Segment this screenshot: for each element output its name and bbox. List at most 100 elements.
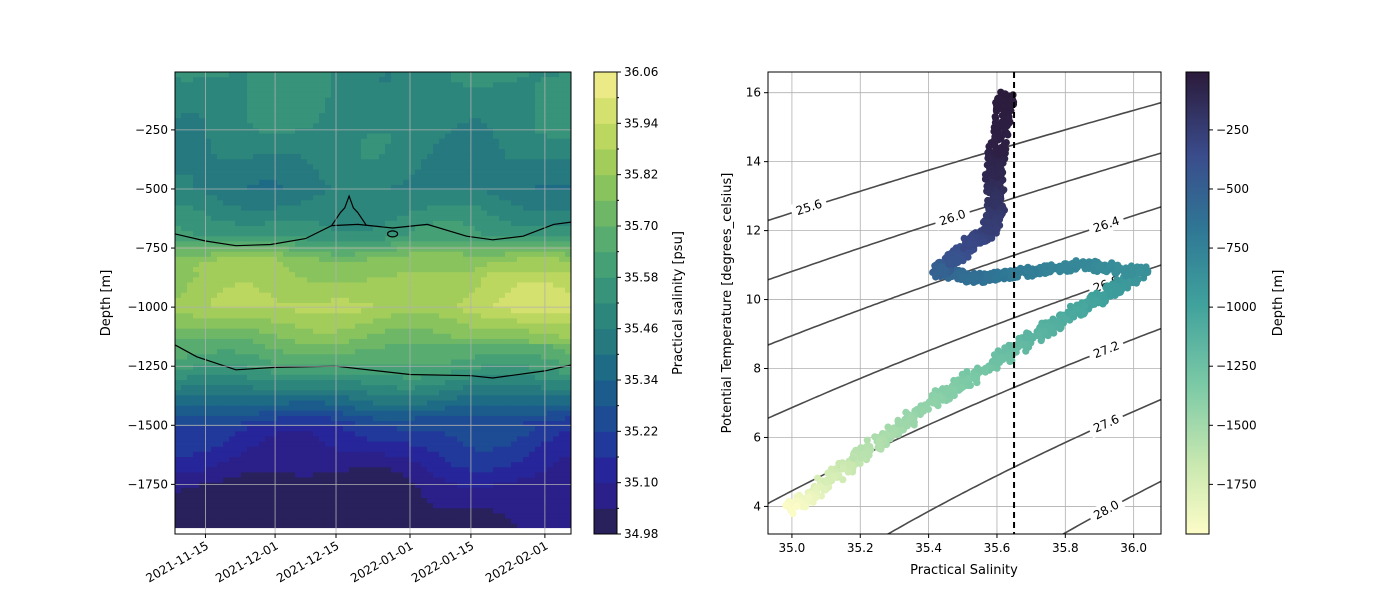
salinity-cell — [553, 297, 560, 304]
salinity-cell — [235, 446, 242, 453]
salinity-cell — [553, 174, 560, 181]
salinity-cell — [529, 179, 536, 186]
salinity-cell — [205, 179, 212, 186]
salinity-cell — [331, 77, 338, 83]
salinity-cell — [229, 195, 236, 201]
salinity-cell — [301, 113, 308, 119]
salinity-cell — [421, 195, 428, 201]
salinity-cell — [499, 102, 506, 109]
salinity-cell — [247, 220, 254, 227]
salinity-cell — [445, 118, 452, 124]
salinity-cell — [427, 313, 434, 319]
salinity-cell — [565, 174, 571, 181]
salinity-cell — [199, 426, 206, 432]
salinity-cell — [433, 133, 440, 140]
salinity-cell — [409, 205, 416, 212]
salinity-cell — [205, 205, 212, 212]
salinity-cell — [229, 282, 236, 289]
salinity-cell — [475, 338, 482, 345]
salinity-cell — [487, 395, 494, 402]
salinity-cell — [391, 113, 398, 119]
salinity-cell — [175, 149, 182, 155]
salinity-cell — [181, 441, 188, 448]
salinity-cell — [385, 220, 392, 227]
salinity-cell — [469, 97, 476, 104]
salinity-cell — [523, 87, 530, 94]
salinity-cell — [493, 400, 500, 407]
salinity-cell — [475, 72, 482, 78]
salinity-cell — [289, 338, 296, 345]
salinity-cell — [517, 426, 524, 432]
salinity-cell — [427, 118, 434, 124]
salinity-cell — [385, 123, 392, 130]
salinity-cell — [475, 354, 482, 361]
salinity-cell — [409, 241, 416, 248]
salinity-cell — [565, 154, 571, 160]
salinity-cell — [529, 338, 536, 345]
salinity-cell — [415, 164, 422, 171]
salinity-cell — [523, 179, 530, 186]
salinity-cell — [361, 390, 368, 396]
salinity-cell — [223, 436, 230, 443]
salinity-cell — [271, 174, 278, 181]
salinity-cell — [259, 87, 266, 94]
salinity-cell — [499, 313, 506, 319]
salinity-cell — [481, 405, 488, 412]
salinity-cell — [217, 364, 224, 371]
salinity-cell — [451, 133, 458, 140]
salinity-cell — [217, 143, 224, 150]
salinity-cell — [253, 87, 260, 94]
salinity-cell — [457, 113, 464, 119]
salinity-cell — [193, 359, 200, 366]
salinity-cell — [415, 261, 422, 268]
salinity-cell — [427, 226, 434, 232]
salinity-cell — [307, 261, 314, 268]
salinity-cell — [277, 308, 284, 314]
salinity-cell — [367, 261, 374, 268]
salinity-cell — [355, 328, 362, 335]
salinity-cell — [415, 184, 422, 191]
salinity-cell — [325, 210, 332, 217]
salinity-cell — [451, 72, 458, 78]
salinity-cell — [241, 118, 248, 124]
salinity-cell — [259, 297, 266, 304]
salinity-cell — [313, 282, 320, 289]
salinity-cell — [481, 287, 488, 294]
salinity-cell — [247, 97, 254, 104]
salinity-cell — [523, 138, 530, 145]
salinity-cell — [343, 123, 350, 130]
salinity-cell — [559, 215, 566, 222]
salinity-cell — [487, 164, 494, 171]
salinity-cell — [499, 149, 506, 155]
salinity-cell — [331, 102, 338, 109]
salinity-cell — [325, 256, 332, 263]
salinity-cell — [445, 205, 452, 212]
salinity-cell — [253, 246, 260, 253]
salinity-cell — [283, 267, 290, 273]
salinity-cell — [547, 349, 554, 355]
salinity-cell — [379, 446, 386, 453]
salinity-cell — [301, 226, 308, 232]
salinity-cell — [199, 210, 206, 217]
salinity-cell — [247, 138, 254, 145]
salinity-cell — [523, 118, 530, 124]
salinity-cell — [373, 102, 380, 109]
salinity-cell — [223, 349, 230, 355]
salinity-cell — [211, 190, 218, 196]
salinity-cell — [409, 405, 416, 412]
salinity-cell — [523, 436, 530, 443]
salinity-cell — [511, 72, 518, 78]
salinity-cell — [553, 446, 560, 453]
salinity-cell — [523, 374, 530, 381]
salinity-cell — [355, 318, 362, 325]
salinity-cell — [313, 395, 320, 402]
salinity-cell — [343, 338, 350, 345]
salinity-cell — [283, 184, 290, 191]
salinity-cell — [343, 333, 350, 340]
salinity-cell — [283, 333, 290, 340]
salinity-cell — [205, 349, 212, 355]
salinity-cell — [541, 246, 548, 253]
salinity-cell — [301, 143, 308, 150]
salinity-cell — [367, 338, 374, 345]
salinity-cell — [559, 328, 566, 335]
